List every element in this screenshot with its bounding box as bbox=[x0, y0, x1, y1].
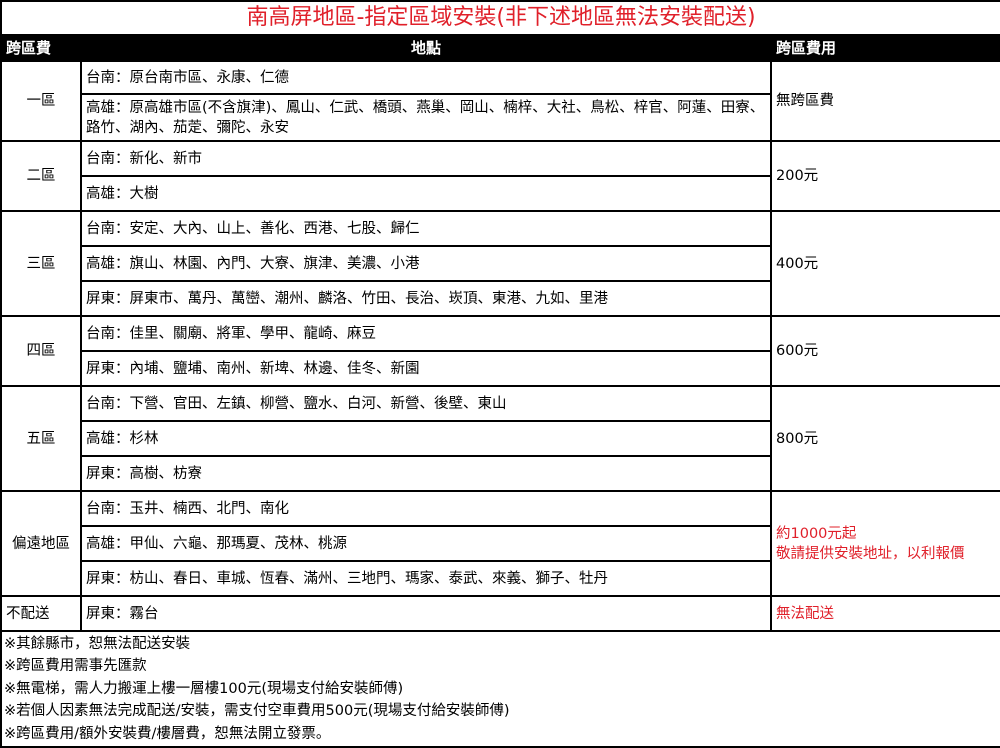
table-row: 一區 台南：原台南市區、永康、仁德 無跨區費 bbox=[0, 60, 1000, 142]
note-item: ※跨區費用需事先匯款 bbox=[4, 658, 147, 675]
location-cell: 屏東：枋山、春日、車城、恆春、滿州、三地門、瑪家、泰武、來義、獅子、牡丹 bbox=[80, 560, 772, 597]
table-row: 偏遠地區 台南：玉井、楠西、北門、南化 約1000元起敬請提供安裝地址，以利報價 bbox=[0, 490, 1000, 597]
location-cell: 台南：原台南市區、永康、仁德 bbox=[80, 60, 772, 95]
location-cell: 高雄：甲仙、六龜、那瑪夏、茂林、桃源 bbox=[80, 525, 772, 562]
fee-cell: 200元 bbox=[769, 140, 1000, 212]
fee-cell: 無跨區費 bbox=[769, 60, 1000, 142]
header-fee: 跨區費用 bbox=[769, 34, 1000, 62]
location-cell: 屏東：霧台 bbox=[80, 595, 772, 632]
fee-text: 無法配送 bbox=[776, 605, 834, 622]
zone-name: 一區 bbox=[0, 60, 82, 142]
location-cell: 屏東：高樹、枋寮 bbox=[80, 455, 772, 492]
fee-cell: 約1000元起敬請提供安裝地址，以利報價 bbox=[769, 490, 1000, 597]
fee-cell: 800元 bbox=[769, 385, 1000, 492]
zone-name: 二區 bbox=[0, 140, 82, 212]
note-item: ※跨區費用/額外安裝費/樓層費，恕無法開立發票。 bbox=[4, 725, 331, 742]
notes: ※其餘縣市，恕無法配送安裝 ※跨區費用需事先匯款 ※無電梯，需人力搬運上樓一層樓10… bbox=[0, 629, 1000, 748]
fee-cell: 400元 bbox=[769, 210, 1000, 317]
fee-cell: 600元 bbox=[769, 315, 1000, 387]
note-item: ※若個人因素無法完成配送/安裝，需支付空車費用500元(現場支付給安裝師傅) bbox=[4, 703, 510, 720]
note-item: ※無電梯，需人力搬運上樓一層樓100元(現場支付給安裝師傅) bbox=[4, 680, 404, 697]
zone-name: 五區 bbox=[0, 385, 82, 492]
fee-text: 600元 bbox=[776, 343, 819, 359]
location-cell: 台南：下營、官田、左鎮、柳營、鹽水、白河、新營、後壁、東山 bbox=[80, 385, 772, 422]
header-location: 地點 bbox=[80, 34, 772, 62]
location-cell: 高雄：旗山、林園、內門、大寮、旗津、美濃、小港 bbox=[80, 245, 772, 282]
fee-note: 敬請提供安裝地址，以利報價 bbox=[776, 545, 965, 562]
location-cell: 屏東：屏東市、萬丹、萬巒、潮州、麟洛、竹田、長治、崁頂、東港、九如、里港 bbox=[80, 280, 772, 317]
zone-name: 四區 bbox=[0, 315, 82, 387]
table-row: 高雄：甲仙、六龜、那瑪夏、茂林、桃源 bbox=[1, 525, 1000, 562]
zone-name: 不配送 bbox=[0, 595, 82, 632]
fee-text: 200元 bbox=[776, 168, 819, 184]
table-row: 高雄：原高雄市區(不含旗津)、鳳山、仁武、橋頭、燕巢、岡山、楠梓、大社、鳥松、梓… bbox=[1, 93, 1000, 142]
table-row: 高雄：大樹 bbox=[1, 175, 1000, 212]
table-row: 三區 台南：安定、大內、山上、善化、西港、七股、歸仁 400元 bbox=[0, 210, 1000, 317]
fee-text: 800元 bbox=[776, 430, 819, 447]
notes-row: ※其餘縣市，恕無法配送安裝 ※跨區費用需事先匯款 ※無電梯，需人力搬運上樓一層樓10… bbox=[0, 629, 1000, 748]
zone-name: 三區 bbox=[0, 210, 82, 317]
location-cell: 高雄：大樹 bbox=[80, 175, 772, 212]
table-row: 高雄：杉林 bbox=[1, 420, 1000, 457]
location-cell: 高雄：杉林 bbox=[80, 420, 772, 457]
table-row: 二區 台南：新化、新市 200元 bbox=[0, 140, 1000, 212]
fee-text: 400元 bbox=[776, 255, 819, 272]
table-row: 屏東：高樹、枋寮 bbox=[1, 455, 1000, 492]
fee-text: 無跨區費 bbox=[776, 93, 834, 109]
table-row: 屏東：內埔、鹽埔、南州、新埤、林邊、佳冬、新園 bbox=[1, 350, 1000, 387]
note-item: ※其餘縣市，恕無法配送安裝 bbox=[4, 636, 191, 652]
page-title: 南高屏地區-指定區域安裝(非下述地區無法安裝配送) bbox=[0, 0, 1000, 36]
table-row: 屏東：枋山、春日、車城、恆春、滿州、三地門、瑪家、泰武、來義、獅子、牡丹 bbox=[1, 560, 1000, 597]
location-cell: 台南：佳里、關廟、將軍、學甲、龍崎、麻豆 bbox=[80, 315, 772, 352]
table-row: 四區 台南：佳里、關廟、將軍、學甲、龍崎、麻豆 600元 bbox=[0, 315, 1000, 387]
location-cell: 台南：新化、新市 bbox=[80, 140, 772, 177]
table-row: 屏東：屏東市、萬丹、萬巒、潮州、麟洛、竹田、長治、崁頂、東港、九如、里港 bbox=[1, 280, 1000, 317]
zone-name: 偏遠地區 bbox=[0, 490, 82, 597]
header-zone: 跨區費 bbox=[0, 34, 82, 62]
fee-cell: 無法配送 bbox=[769, 595, 1000, 632]
location-cell: 高雄：原高雄市區(不含旗津)、鳳山、仁武、橋頭、燕巢、岡山、楠梓、大社、鳥松、梓… bbox=[80, 93, 772, 142]
table-row: 高雄：旗山、林園、內門、大寮、旗津、美濃、小港 bbox=[1, 245, 1000, 282]
location-cell: 台南：安定、大內、山上、善化、西港、七股、歸仁 bbox=[80, 210, 772, 247]
table-row: 五區 台南：下營、官田、左鎮、柳營、鹽水、白河、新營、後壁、東山 800元 bbox=[0, 385, 1000, 492]
fee-text: 約1000元起 bbox=[776, 525, 857, 542]
location-cell: 屏東：內埔、鹽埔、南州、新埤、林邊、佳冬、新園 bbox=[80, 350, 772, 387]
location-cell: 台南：玉井、楠西、北門、南化 bbox=[80, 490, 772, 527]
table-row: 不配送 屏東：霧台 無法配送 bbox=[0, 595, 1000, 632]
